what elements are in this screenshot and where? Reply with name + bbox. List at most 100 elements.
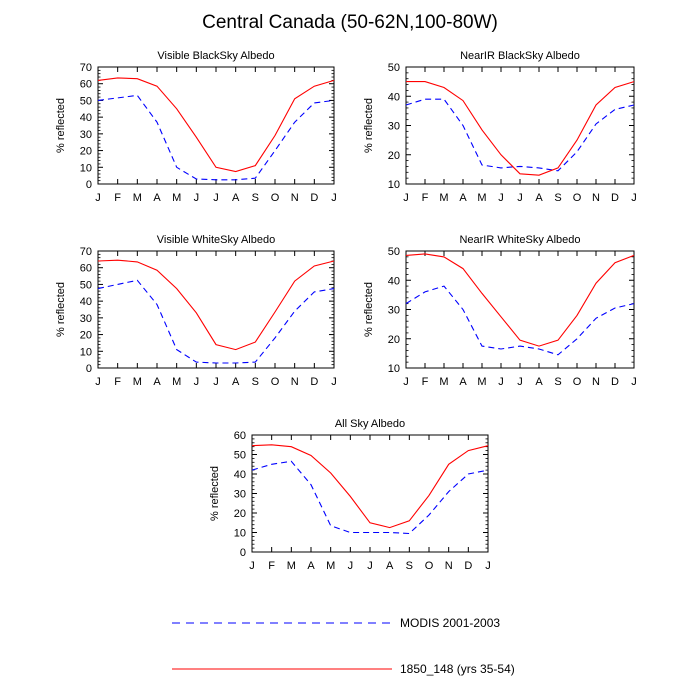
x-tick-label: S [406,560,413,572]
x-tick-label: M [439,376,448,388]
plot-title: Visible BlackSky Albedo [157,50,274,62]
series-line-modis [251,460,489,535]
legend-item-2: 1850_148 (yrs 35-54) [172,662,515,676]
y-tick-label: 50 [80,279,92,291]
y-tick-label: 70 [80,246,92,258]
x-tick-label: F [114,192,121,204]
y-axis-label: % reflected [209,466,221,521]
x-tick-label: A [153,192,161,204]
plot-title: Visible WhiteSky Albedo [157,234,275,246]
y-tick-label: 40 [234,469,246,481]
x-tick-label: M [172,192,181,204]
x-tick-label: J [403,192,409,204]
x-tick-label: D [310,192,318,204]
y-tick-label: 50 [388,62,400,74]
y-tick-label: 60 [80,263,92,275]
series-line-model [405,253,635,347]
y-tick-label: 50 [234,450,246,462]
plot-title: NearIR WhiteSky Albedo [459,234,580,246]
x-tick-label: A [386,560,394,572]
x-tick-label: A [535,376,543,388]
y-tick-label: 20 [388,150,400,162]
y-tick-label: 10 [80,346,92,358]
y-tick-label: 30 [388,305,400,317]
series-line-modis [405,98,635,172]
x-tick-label: A [535,192,543,204]
y-axis-label: % reflected [55,98,67,153]
x-tick-label: O [573,376,582,388]
x-tick-label: O [271,192,280,204]
x-tick-label: J [498,376,504,388]
plot-title: All Sky Albedo [335,418,405,430]
x-tick-label: J [498,192,504,204]
x-tick-label: A [153,376,161,388]
x-tick-label: J [213,376,219,388]
plot-3: Visible WhiteSky Albedo 0 10 20 30 40 50 60 70 J F… [55,234,337,388]
main-title: Central Canada (50-62N,100-80W) [202,12,498,33]
y-axis-label: % reflected [363,98,375,153]
x-tick-label: J [631,192,637,204]
y-tick-label: 30 [80,313,92,325]
plot-frame [251,434,489,553]
plot-frame [405,250,635,369]
series-line-modis [97,279,335,364]
x-tick-label: M [439,192,448,204]
y-tick-label: 0 [240,547,246,559]
x-tick-label: N [592,192,600,204]
series-line-model [97,259,335,351]
x-tick-label: O [425,560,434,572]
y-tick-label: 30 [234,489,246,501]
x-tick-label: J [403,376,409,388]
x-tick-label: J [95,192,101,204]
y-tick-label: 0 [86,179,92,191]
x-tick-label: D [611,376,619,388]
x-tick-label: S [252,192,259,204]
y-tick-label: 50 [80,95,92,107]
y-tick-label: 70 [80,62,92,74]
x-tick-label: F [268,560,275,572]
x-tick-label: N [291,192,299,204]
x-tick-label: J [517,376,523,388]
x-tick-label: M [326,560,335,572]
plot-frame [97,250,335,369]
y-axis-label: % reflected [363,282,375,337]
x-tick-label: J [331,192,337,204]
y-tick-label: 20 [80,330,92,342]
x-tick-label: S [252,376,259,388]
x-tick-label: J [213,192,219,204]
y-tick-label: 30 [80,129,92,141]
x-tick-label: J [331,376,337,388]
x-tick-label: A [232,376,240,388]
y-tick-label: 60 [234,430,246,442]
y-tick-label: 50 [388,246,400,258]
x-tick-label: O [271,376,280,388]
x-tick-label: M [287,560,296,572]
legend-item-1: MODIS 2001-2003 [172,616,500,630]
plot-title: NearIR BlackSky Albedo [460,50,580,62]
series-line-model [406,81,635,176]
series-line-modis [97,94,335,181]
x-tick-label: M [133,376,142,388]
x-tick-label: O [573,192,582,204]
x-tick-label: J [517,192,523,204]
x-tick-label: A [459,376,467,388]
y-tick-label: 40 [80,112,92,124]
series-line-model [251,444,489,529]
x-tick-label: J [485,560,491,572]
x-tick-label: M [477,376,486,388]
plot-1: Visible BlackSky Albedo 0 10 20 30 40 50 60 70 J F… [55,50,337,204]
y-axis-label: % reflected [55,282,67,337]
legend-label: MODIS 2001-2003 [400,616,500,630]
x-tick-label: S [554,192,561,204]
x-tick-label: M [477,192,486,204]
x-tick-label: M [133,192,142,204]
x-tick-label: J [367,560,373,572]
y-tick-label: 10 [388,179,400,191]
x-tick-label: N [445,560,453,572]
x-tick-label: S [554,376,561,388]
y-tick-label: 20 [234,508,246,520]
x-tick-label: J [95,376,101,388]
